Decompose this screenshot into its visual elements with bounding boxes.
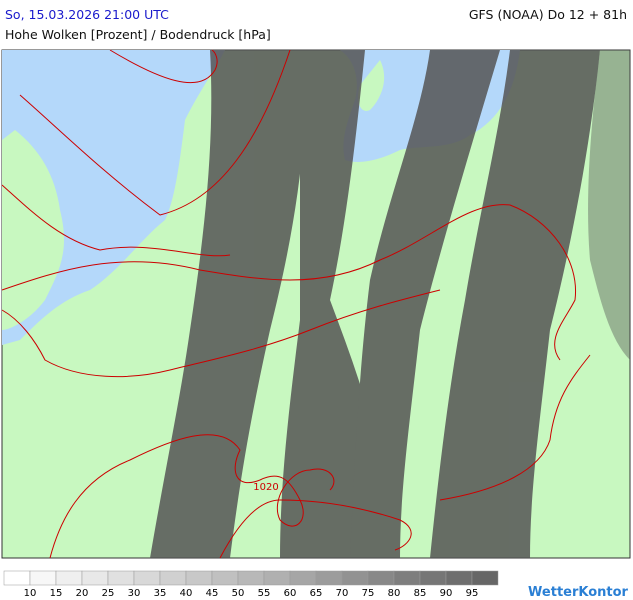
map: 1020	[1, 49, 631, 559]
legend-swatch	[81, 570, 109, 586]
legend-swatch	[471, 570, 499, 586]
legend-swatch	[211, 570, 239, 586]
legend-swatch	[315, 570, 343, 586]
legend-label: 10	[24, 588, 37, 599]
legend-swatch	[445, 570, 473, 586]
legend-label: 70	[336, 588, 349, 599]
model-run: GFS (NOAA) Do 12 + 81h	[469, 7, 627, 22]
legend-label: 25	[102, 588, 115, 599]
legend-label: 50	[232, 588, 245, 599]
legend-swatch	[185, 570, 213, 586]
legend-swatch	[55, 570, 83, 586]
legend-swatch	[367, 570, 395, 586]
legend-swatch	[419, 570, 447, 586]
legend-swatch	[3, 570, 31, 586]
legend-label: 80	[388, 588, 401, 599]
legend-label: 45	[206, 588, 219, 599]
legend-swatch	[29, 570, 57, 586]
legend-swatch	[263, 570, 291, 586]
legend-swatch	[107, 570, 135, 586]
legend-label: 65	[310, 588, 323, 599]
legend-label: 40	[180, 588, 193, 599]
logo: WetterKontor	[528, 585, 629, 600]
legend: 10 15 20 25 30 35 40 45 50 55 60 65 70 75 80 85 90 95	[3, 570, 499, 599]
legend-label: 20	[76, 588, 89, 599]
britain	[2, 130, 65, 330]
legend-label: 15	[50, 588, 63, 599]
legend-swatch	[341, 570, 369, 586]
legend-label: 60	[284, 588, 297, 599]
legend-label: 85	[414, 588, 427, 599]
legend-swatch	[393, 570, 421, 586]
legend-swatch	[289, 570, 317, 586]
legend-swatch	[133, 570, 161, 586]
legend-label: 30	[128, 588, 141, 599]
legend-label: 75	[362, 588, 375, 599]
legend-swatch	[237, 570, 265, 586]
legend-label: 95	[466, 588, 479, 599]
isobars	[1, 49, 591, 559]
legend-label: 55	[258, 588, 271, 599]
isobar-label: 1020	[253, 482, 278, 493]
legend-label: 90	[440, 588, 453, 599]
datetime: So, 15.03.2026 21:00 UTC	[5, 7, 169, 22]
subtitle: Hohe Wolken [Prozent] / Bodendruck [hPa]	[5, 27, 271, 42]
legend-swatch	[159, 570, 187, 586]
cloud-bands	[150, 50, 630, 558]
legend-label: 35	[154, 588, 167, 599]
denmark	[358, 60, 385, 111]
